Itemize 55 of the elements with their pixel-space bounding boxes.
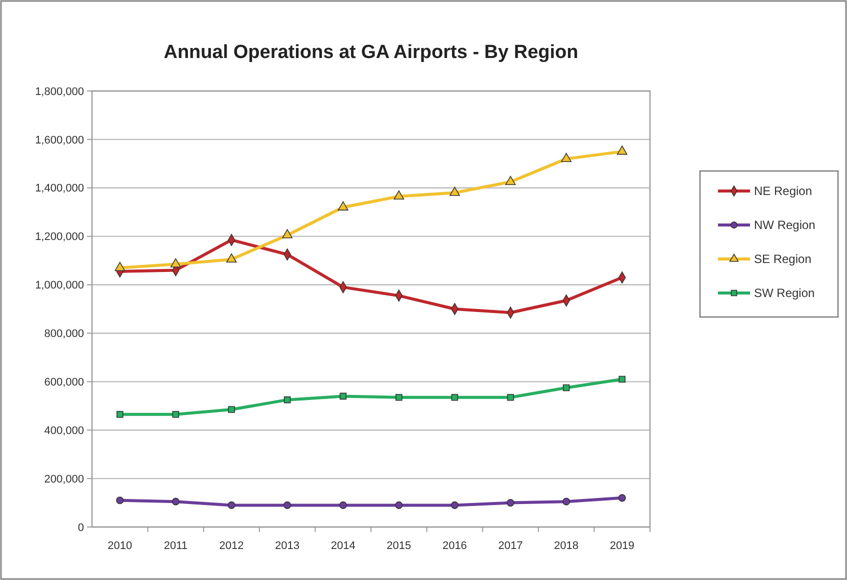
- point: [449, 186, 460, 196]
- legend-label: NE Region: [754, 184, 812, 198]
- y-tick-label: 0: [78, 522, 84, 534]
- x-tick-label: 2014: [330, 540, 356, 552]
- x-tick-label: 2015: [386, 540, 412, 552]
- x-tick-label: 2013: [275, 540, 300, 552]
- legend-label: NW Region: [754, 218, 816, 232]
- point: [506, 499, 514, 507]
- point: [170, 258, 181, 268]
- point: [284, 501, 292, 509]
- legend-label: SE Region: [754, 252, 812, 266]
- point: [284, 396, 291, 404]
- point: [282, 229, 293, 238]
- point: [116, 496, 124, 504]
- point: [395, 501, 403, 509]
- point: [172, 498, 180, 506]
- y-tick-label: 200,000: [44, 473, 84, 486]
- y-tick-label: 400,000: [44, 424, 84, 437]
- chart-title: Annual Operations at GA Airports - By Region: [164, 42, 578, 63]
- point: [562, 498, 570, 506]
- legend-label: SW Region: [754, 286, 815, 300]
- y-tick-label: 1,800,000: [35, 86, 84, 98]
- point: [396, 394, 402, 401]
- x-tick-label: 2019: [610, 540, 634, 552]
- y-tick-label: 600,000: [44, 376, 84, 389]
- point: [228, 406, 235, 413]
- point: [618, 494, 626, 502]
- point: [618, 376, 626, 383]
- y-tick-label: 1,600,000: [35, 134, 84, 146]
- point: [172, 410, 180, 418]
- x-tick-label: 2010: [108, 540, 132, 552]
- point: [114, 262, 126, 271]
- point: [338, 201, 348, 210]
- point: [450, 501, 458, 509]
- point: [451, 394, 458, 401]
- x-tick-label: 2016: [442, 540, 467, 552]
- point: [340, 392, 346, 400]
- point: [339, 501, 347, 509]
- point: [228, 501, 236, 509]
- point: [561, 152, 572, 162]
- y-tick-label: 1,400,000: [35, 182, 84, 195]
- point: [226, 253, 237, 263]
- point: [616, 146, 628, 155]
- point: [507, 394, 514, 401]
- point: [116, 410, 124, 418]
- x-tick-label: 2012: [219, 540, 244, 552]
- y-tick-label: 1,200,000: [35, 231, 84, 244]
- x-tick-label: 2017: [498, 540, 523, 552]
- y-tick-label: 1,000,000: [35, 280, 84, 292]
- point: [562, 384, 570, 392]
- y-tick-label: 800,000: [44, 328, 84, 340]
- point: [505, 176, 516, 186]
- x-tick-label: 2018: [554, 540, 579, 552]
- x-tick-label: 2011: [164, 540, 188, 552]
- point: [394, 190, 404, 200]
